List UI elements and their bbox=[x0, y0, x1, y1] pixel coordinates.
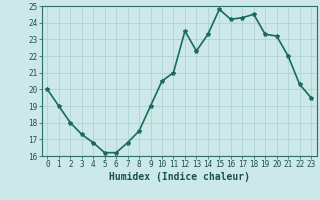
X-axis label: Humidex (Indice chaleur): Humidex (Indice chaleur) bbox=[109, 172, 250, 182]
